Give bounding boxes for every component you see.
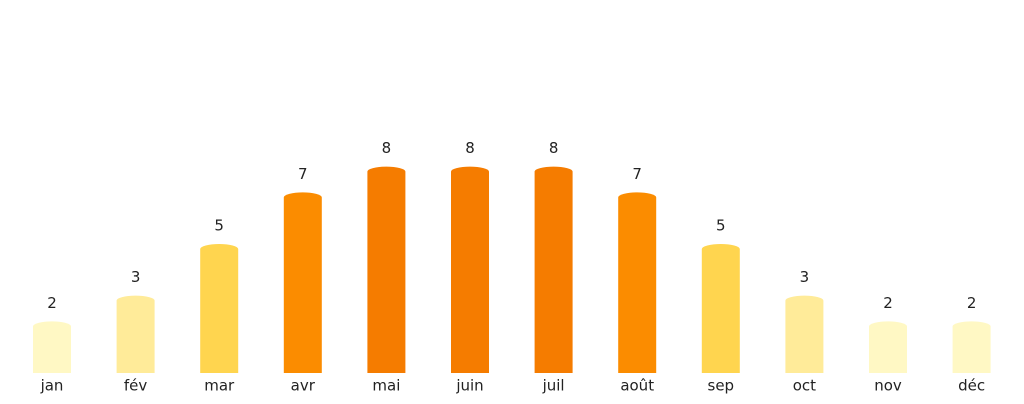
value-label: 7: [632, 165, 642, 183]
bar: [451, 166, 489, 373]
value-label: 7: [298, 165, 308, 183]
x-tick-label: avr: [291, 377, 316, 395]
bar: [785, 295, 824, 373]
bar: [116, 295, 155, 373]
x-tick-label: août: [620, 377, 654, 395]
x-tick-label: oct: [793, 377, 816, 395]
value-label: 2: [47, 294, 57, 312]
value-label: 3: [131, 268, 141, 286]
value-label: 2: [967, 294, 977, 312]
x-tick-label: mai: [372, 377, 400, 395]
value-label: 8: [382, 139, 392, 157]
bar: [33, 321, 71, 373]
bar: [200, 244, 239, 373]
value-label: 3: [800, 268, 810, 286]
value-label: 8: [465, 139, 475, 157]
bar: [534, 166, 573, 373]
x-tick-label: mar: [204, 377, 235, 395]
x-tick-label: juil: [542, 377, 565, 395]
x-tick-label: juin: [455, 377, 483, 395]
value-label: 5: [214, 217, 224, 235]
value-label: 5: [716, 217, 726, 235]
bar: [869, 321, 907, 373]
bar: [283, 192, 322, 373]
x-tick-label: fév: [124, 377, 148, 395]
x-tick-label: déc: [958, 377, 985, 395]
bar: [701, 244, 740, 373]
bar: [952, 321, 991, 373]
value-label: 2: [883, 294, 893, 312]
value-label: 8: [549, 139, 559, 157]
bar: [367, 166, 406, 373]
bar: [618, 192, 657, 373]
x-tick-label: jan: [40, 377, 64, 395]
x-tick-label: sep: [708, 377, 735, 395]
x-tick-label: nov: [874, 377, 902, 395]
